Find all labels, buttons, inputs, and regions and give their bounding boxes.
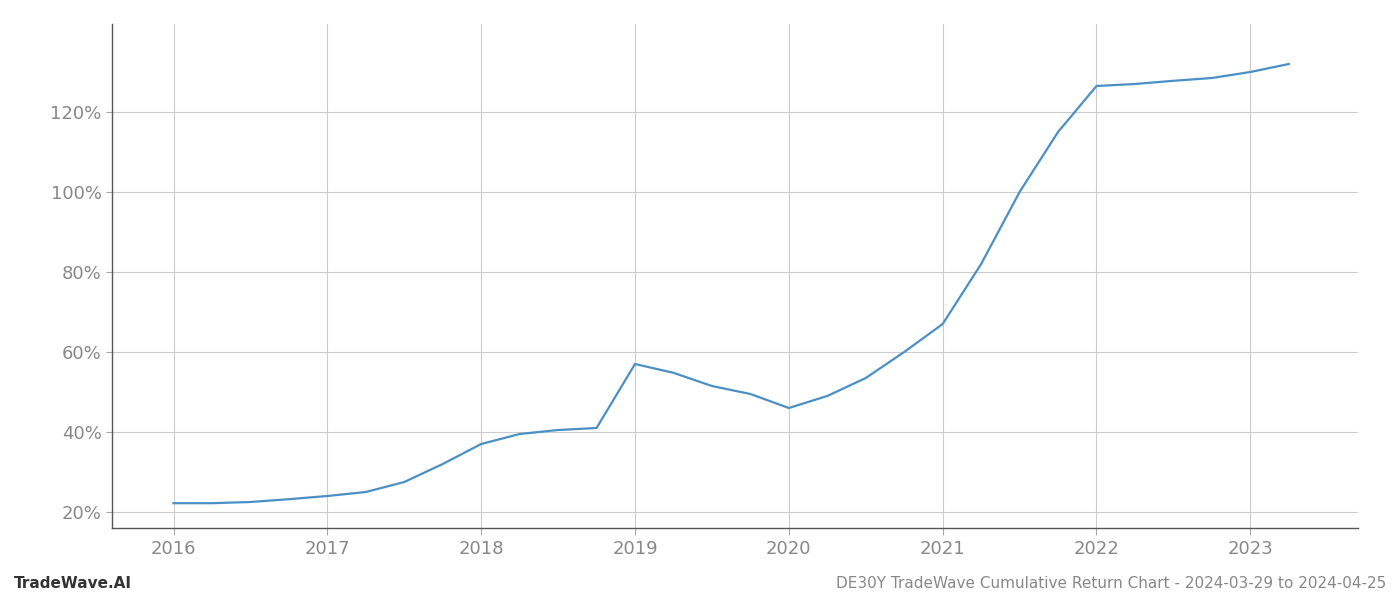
Text: TradeWave.AI: TradeWave.AI [14,576,132,591]
Text: DE30Y TradeWave Cumulative Return Chart - 2024-03-29 to 2024-04-25: DE30Y TradeWave Cumulative Return Chart … [836,576,1386,591]
